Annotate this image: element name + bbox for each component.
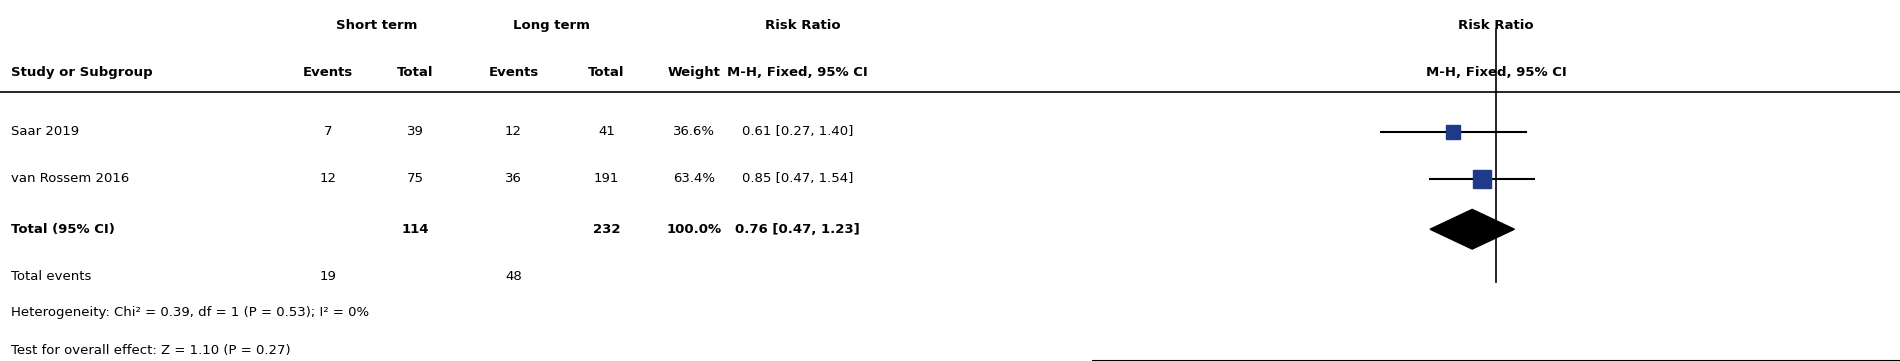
Text: 41: 41 [598, 125, 616, 138]
Polygon shape [1431, 209, 1514, 249]
Text: 100.0%: 100.0% [667, 223, 722, 236]
Text: Short term: Short term [336, 19, 418, 32]
Text: 36: 36 [505, 172, 522, 185]
Text: Heterogeneity: Chi² = 0.39, df = 1 (P = 0.53); I² = 0%: Heterogeneity: Chi² = 0.39, df = 1 (P = … [11, 306, 369, 319]
Text: Test for overall effect: Z = 1.10 (P = 0.27): Test for overall effect: Z = 1.10 (P = 0… [11, 344, 291, 357]
Text: 191: 191 [593, 172, 619, 185]
Text: Total: Total [589, 66, 625, 79]
Text: 0.76 [0.47, 1.23]: 0.76 [0.47, 1.23] [735, 223, 861, 236]
Text: 19: 19 [319, 270, 336, 283]
Text: M-H, Fixed, 95% CI: M-H, Fixed, 95% CI [728, 66, 868, 79]
Text: Events: Events [302, 66, 353, 79]
Text: Long term: Long term [513, 19, 591, 32]
Text: Risk Ratio: Risk Ratio [766, 19, 842, 32]
Text: Saar 2019: Saar 2019 [11, 125, 80, 138]
Text: Risk Ratio: Risk Ratio [1459, 19, 1533, 32]
Text: 12: 12 [319, 172, 336, 185]
Text: 0.61 [0.27, 1.40]: 0.61 [0.27, 1.40] [741, 125, 853, 138]
Text: 63.4%: 63.4% [673, 172, 714, 185]
Text: 48: 48 [505, 270, 522, 283]
Text: Study or Subgroup: Study or Subgroup [11, 66, 152, 79]
Text: 75: 75 [407, 172, 424, 185]
Text: 114: 114 [401, 223, 429, 236]
Text: 7: 7 [323, 125, 332, 138]
Text: 39: 39 [407, 125, 424, 138]
Text: Events: Events [488, 66, 538, 79]
Text: 232: 232 [593, 223, 619, 236]
Text: 12: 12 [505, 125, 522, 138]
Text: Total events: Total events [11, 270, 91, 283]
Text: van Rossem 2016: van Rossem 2016 [11, 172, 129, 185]
Text: M-H, Fixed, 95% CI: M-H, Fixed, 95% CI [1425, 66, 1568, 79]
Text: 36.6%: 36.6% [673, 125, 714, 138]
Text: Weight: Weight [667, 66, 720, 79]
Text: Total: Total [397, 66, 433, 79]
Text: Total (95% CI): Total (95% CI) [11, 223, 114, 236]
Text: 0.85 [0.47, 1.54]: 0.85 [0.47, 1.54] [741, 172, 853, 185]
